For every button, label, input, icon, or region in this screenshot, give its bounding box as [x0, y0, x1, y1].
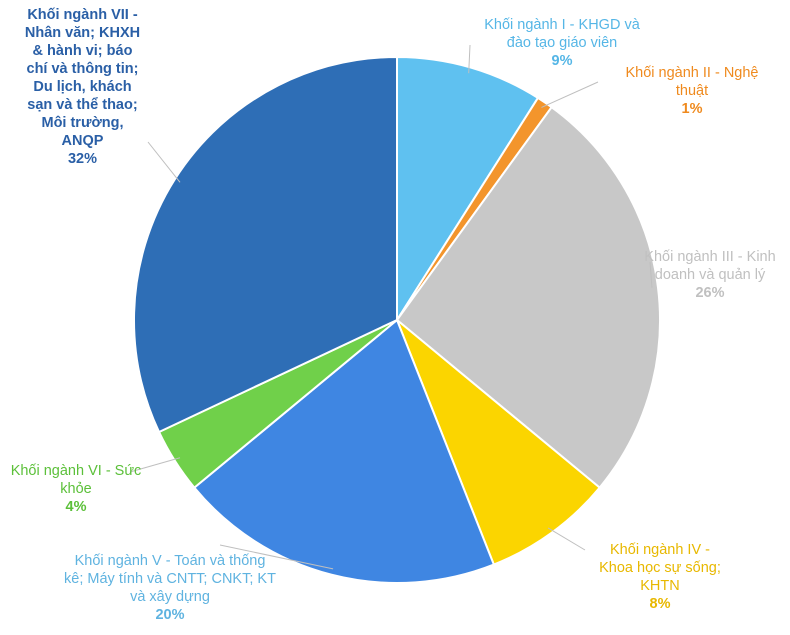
pie-slice: [192, 318, 496, 584]
slice-percent: 26%: [695, 285, 725, 301]
slice-label-khoi-nganh-ii: Khối ngành II - Nghệ thuật 1%: [600, 64, 784, 118]
slice-label-khoi-nganh-iii: Khối ngành III - Kinh doanh và quản lý 2…: [630, 248, 790, 302]
slice-name-line: Khối ngành III - Kinh: [644, 249, 776, 265]
pie-slice: [133, 55, 398, 434]
leader-line: [219, 544, 334, 570]
slice-name-line: đào tạo giáo viên: [506, 35, 618, 51]
slice-name-line: kê; Máy tính và CNTT; CNKT; KT: [64, 571, 276, 587]
slice-label-khoi-nganh-i: Khối ngành I - KHGD và đào tạo giáo viên…: [462, 16, 662, 70]
leader-line: [468, 44, 471, 74]
slice-label-khoi-nganh-v: Khối ngành V - Toán và thống kê; Máy tín…: [55, 552, 285, 624]
slice-percent: 4%: [65, 499, 87, 515]
pie-slice: [395, 105, 661, 490]
slice-name-line: và xây dựng: [130, 589, 210, 605]
slice-name-line: Nhân văn; KHXH: [24, 25, 141, 41]
slice-name-line: KHTN: [640, 578, 680, 594]
slice-name-line: Môi trường,: [41, 115, 124, 131]
slice-percent: 32%: [67, 151, 98, 167]
slice-name-line: Khối ngành I - KHGD và: [484, 17, 640, 33]
slice-percent: 8%: [649, 596, 671, 612]
slice-label-khoi-nganh-vii: Khối ngành VII - Nhân văn; KHXH & hành v…: [0, 6, 165, 168]
slice-percent: 1%: [681, 101, 703, 117]
slice-name-line: chí và thông tin;: [26, 61, 139, 77]
leader-line: [147, 141, 181, 183]
pie-slice: [396, 55, 540, 324]
slice-name-line: Khối ngành VII -: [27, 7, 138, 23]
leader-line: [649, 261, 653, 288]
leader-line: [541, 81, 599, 108]
leader-line: [547, 527, 586, 551]
slice-label-khoi-nganh-vi: Khối ngành VI - Sức khỏe 4%: [0, 462, 152, 516]
pie-slice: [396, 319, 602, 566]
slice-percent: 20%: [155, 607, 185, 623]
slice-name-line: khỏe: [60, 481, 92, 497]
slice-name-line: Khối ngành V - Toán và thống: [74, 553, 266, 569]
slice-name-line: doanh và quản lý: [654, 267, 766, 283]
slice-name-line: Khối ngành VI - Sức: [10, 463, 142, 479]
slice-name-line: & hành vi; báo: [32, 43, 133, 59]
slice-name-line: Khối ngành IV -: [610, 542, 710, 558]
slice-name-line: thuật: [675, 83, 709, 99]
slice-percent: 9%: [551, 53, 573, 69]
slice-name-line: ANQP: [61, 133, 104, 149]
leader-line: [129, 457, 181, 473]
slice-label-khoi-nganh-iv: Khối ngành IV - Khoa học sự sống; KHTN 8…: [560, 541, 760, 613]
slice-name-line: sạn và thể thao;: [27, 97, 138, 113]
slice-name-line: Khối ngành II - Nghệ: [625, 65, 759, 81]
slice-name-line: Du lịch, khách: [33, 79, 132, 95]
slice-name-line: Khoa học sự sống;: [599, 560, 721, 576]
